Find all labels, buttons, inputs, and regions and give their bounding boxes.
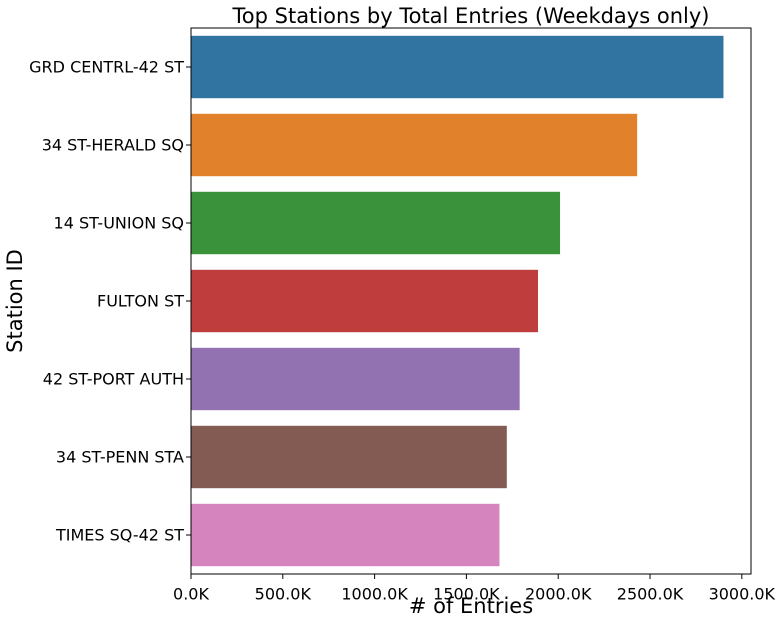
bar-5 <box>191 347 520 411</box>
x-axis: 0.0K 500.0K 1000.0K 1500.0K 2000.0K 2500.0K 30… <box>173 574 776 604</box>
x-tick-label: 0.0K <box>173 585 209 604</box>
y-tick-label: GRD CENTRL-42 ST <box>29 58 184 77</box>
y-tick-label: FULTON ST <box>97 292 184 311</box>
y-tick-label: 34 ST-HERALD SQ <box>42 136 184 155</box>
bar-7 <box>191 503 500 567</box>
x-axis-label: # of Entries <box>409 594 533 618</box>
chart-title: Top Stations by Total Entries (Weekdays … <box>232 4 710 28</box>
y-tick-label: TIMES SQ-42 ST <box>55 526 184 545</box>
bar-3 <box>191 191 561 255</box>
x-tick-label: 500.0K <box>255 585 312 604</box>
bars-group <box>191 35 724 567</box>
y-tick-label: 34 ST-PENN STA <box>56 448 184 467</box>
x-tick-label: 1000.0K <box>341 585 408 604</box>
y-tick-label: 14 ST-UNION SQ <box>54 214 184 233</box>
x-tick-label: 1500.0K <box>433 585 500 604</box>
x-tick-label: 2500.0K <box>617 585 684 604</box>
bar-6 <box>191 425 507 489</box>
plot-frame <box>190 27 752 575</box>
bar-2 <box>191 113 638 177</box>
y-tick-label: 42 ST-PORT AUTH <box>43 370 184 389</box>
y-axis: GRD CENTRL-42 ST 34 ST-HERALD SQ 14 ST-UNI… <box>29 58 191 545</box>
x-tick-label: 3000.0K <box>709 585 776 604</box>
bar-1 <box>191 35 724 99</box>
x-tick-label: 2000.0K <box>525 585 592 604</box>
y-axis-label: Station ID <box>3 249 27 353</box>
bar-4 <box>191 269 539 333</box>
